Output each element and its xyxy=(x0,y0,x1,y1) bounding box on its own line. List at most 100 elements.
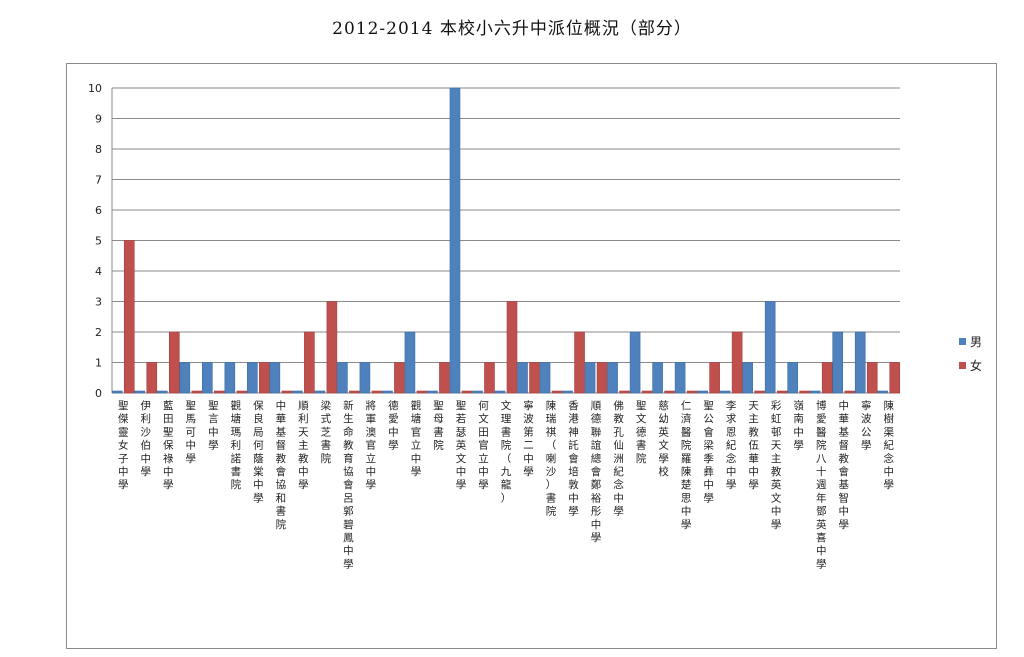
x-category-label: 順利天主教中學 xyxy=(298,400,309,491)
bar xyxy=(439,362,450,394)
bar xyxy=(719,390,731,394)
y-tick-label: 6 xyxy=(95,204,102,217)
bar xyxy=(517,362,528,394)
x-category-label: 將軍澳官立中學 xyxy=(366,399,377,491)
bar xyxy=(664,390,675,394)
bar xyxy=(844,390,856,394)
bar xyxy=(686,390,698,394)
bar xyxy=(359,362,371,394)
bar xyxy=(134,390,146,394)
bar xyxy=(764,301,776,394)
x-category-label: 藍田聖保祿中學 xyxy=(163,399,174,491)
bars xyxy=(111,87,901,394)
x-category-label: 中華基督教會基智中學 xyxy=(838,399,849,531)
bar xyxy=(494,390,506,394)
bar xyxy=(394,362,405,394)
bar xyxy=(596,362,608,394)
bar xyxy=(156,390,168,394)
x-category-label: 聖公會梁季彝中學 xyxy=(703,400,714,504)
legend-label: 女 xyxy=(970,358,982,373)
page-title: 2012-2014 本校小六升中派位概況（部分） xyxy=(332,19,692,39)
bar xyxy=(179,362,191,394)
y-axis-ticks: 0 1 2 3 4 5 6 7 8 9 10 xyxy=(88,82,102,400)
y-tick-label: 3 xyxy=(95,296,102,309)
y-tick-label: 7 xyxy=(95,174,102,187)
x-category-label: 伊利沙伯中學 xyxy=(141,400,152,478)
bar xyxy=(416,390,428,394)
bar xyxy=(854,331,866,394)
bar xyxy=(427,390,438,394)
y-tick-label: 5 xyxy=(95,235,102,248)
bar xyxy=(731,331,743,394)
bar xyxy=(304,331,315,394)
x-category-label: 仁濟醫院羅陳楚思中學 xyxy=(681,400,692,531)
bar xyxy=(349,390,360,394)
bar xyxy=(259,362,270,394)
chart-frame xyxy=(66,63,997,649)
bar xyxy=(832,331,844,394)
bar xyxy=(202,362,213,394)
bar xyxy=(247,362,258,394)
bar xyxy=(146,362,158,394)
x-category-label: 觀塘官立中學 xyxy=(411,400,422,478)
x-category-label: 聖母書院 xyxy=(433,400,444,452)
bar xyxy=(404,331,416,394)
bar xyxy=(754,390,765,394)
x-category-label: 聖若瑟英文中學 xyxy=(456,400,467,491)
x-category-label: 聖馬可中學 xyxy=(186,400,197,465)
legend-swatch xyxy=(959,362,966,369)
legend-label: 男 xyxy=(970,335,982,349)
bar xyxy=(866,362,878,394)
bar xyxy=(123,240,135,394)
bar xyxy=(484,362,495,394)
x-category-label: 寧波第二中學 xyxy=(523,399,534,478)
bar xyxy=(674,362,686,394)
x-category-label: 何文田官立中學 xyxy=(478,399,489,491)
bar xyxy=(551,390,563,394)
bar xyxy=(269,362,281,394)
y-tick-label: 2 xyxy=(95,326,102,339)
x-category-label: 順德聯誼總會鄭裕彤中學 xyxy=(591,400,602,544)
bar xyxy=(821,362,833,394)
bar xyxy=(472,390,483,394)
bar xyxy=(281,390,293,394)
x-category-label: 彩虹邨天主教英文中學 xyxy=(771,400,782,531)
bar xyxy=(697,390,708,394)
y-tick-label: 8 xyxy=(95,143,102,156)
x-category-label: 德愛中學 xyxy=(388,399,399,452)
bar xyxy=(337,362,348,394)
bar xyxy=(506,301,518,394)
bar xyxy=(652,362,663,394)
bar xyxy=(889,362,901,394)
bar xyxy=(191,390,203,394)
x-category-label: 中華基督教會協和書院 xyxy=(276,399,287,531)
x-category-label: 文理書院（九龍） xyxy=(501,399,512,504)
bar xyxy=(877,390,889,394)
bar xyxy=(371,390,383,394)
x-category-label: 李求恩紀念中學 xyxy=(726,399,737,491)
bar xyxy=(111,390,123,394)
y-tick-label: 9 xyxy=(95,113,102,126)
x-category-label: 陳樹渠紀念中學 xyxy=(883,400,894,491)
x-category-label: 慈幼英文學校 xyxy=(658,399,669,478)
x-category-label: 博愛醫院八十週年鄧英喜中學 xyxy=(816,399,827,570)
x-category-label: 聖傑靈女子中學 xyxy=(118,400,129,491)
bar xyxy=(629,331,641,394)
bar xyxy=(529,362,540,394)
x-category-label: 聖文德書院 xyxy=(636,400,647,465)
x-category-label: 陳瑞祺（喇沙）書院 xyxy=(546,400,557,518)
bar xyxy=(584,362,596,394)
y-tick-label: 1 xyxy=(95,357,102,370)
y-tick-label: 4 xyxy=(95,265,102,278)
legend-swatch xyxy=(959,338,966,345)
bar xyxy=(641,390,653,394)
x-category-label: 聖言中學 xyxy=(208,400,219,452)
legend: 男女 xyxy=(959,335,982,373)
bar xyxy=(562,390,573,394)
bar xyxy=(292,390,303,394)
bar xyxy=(776,390,788,394)
gridlines xyxy=(111,87,900,394)
bar xyxy=(224,362,236,394)
